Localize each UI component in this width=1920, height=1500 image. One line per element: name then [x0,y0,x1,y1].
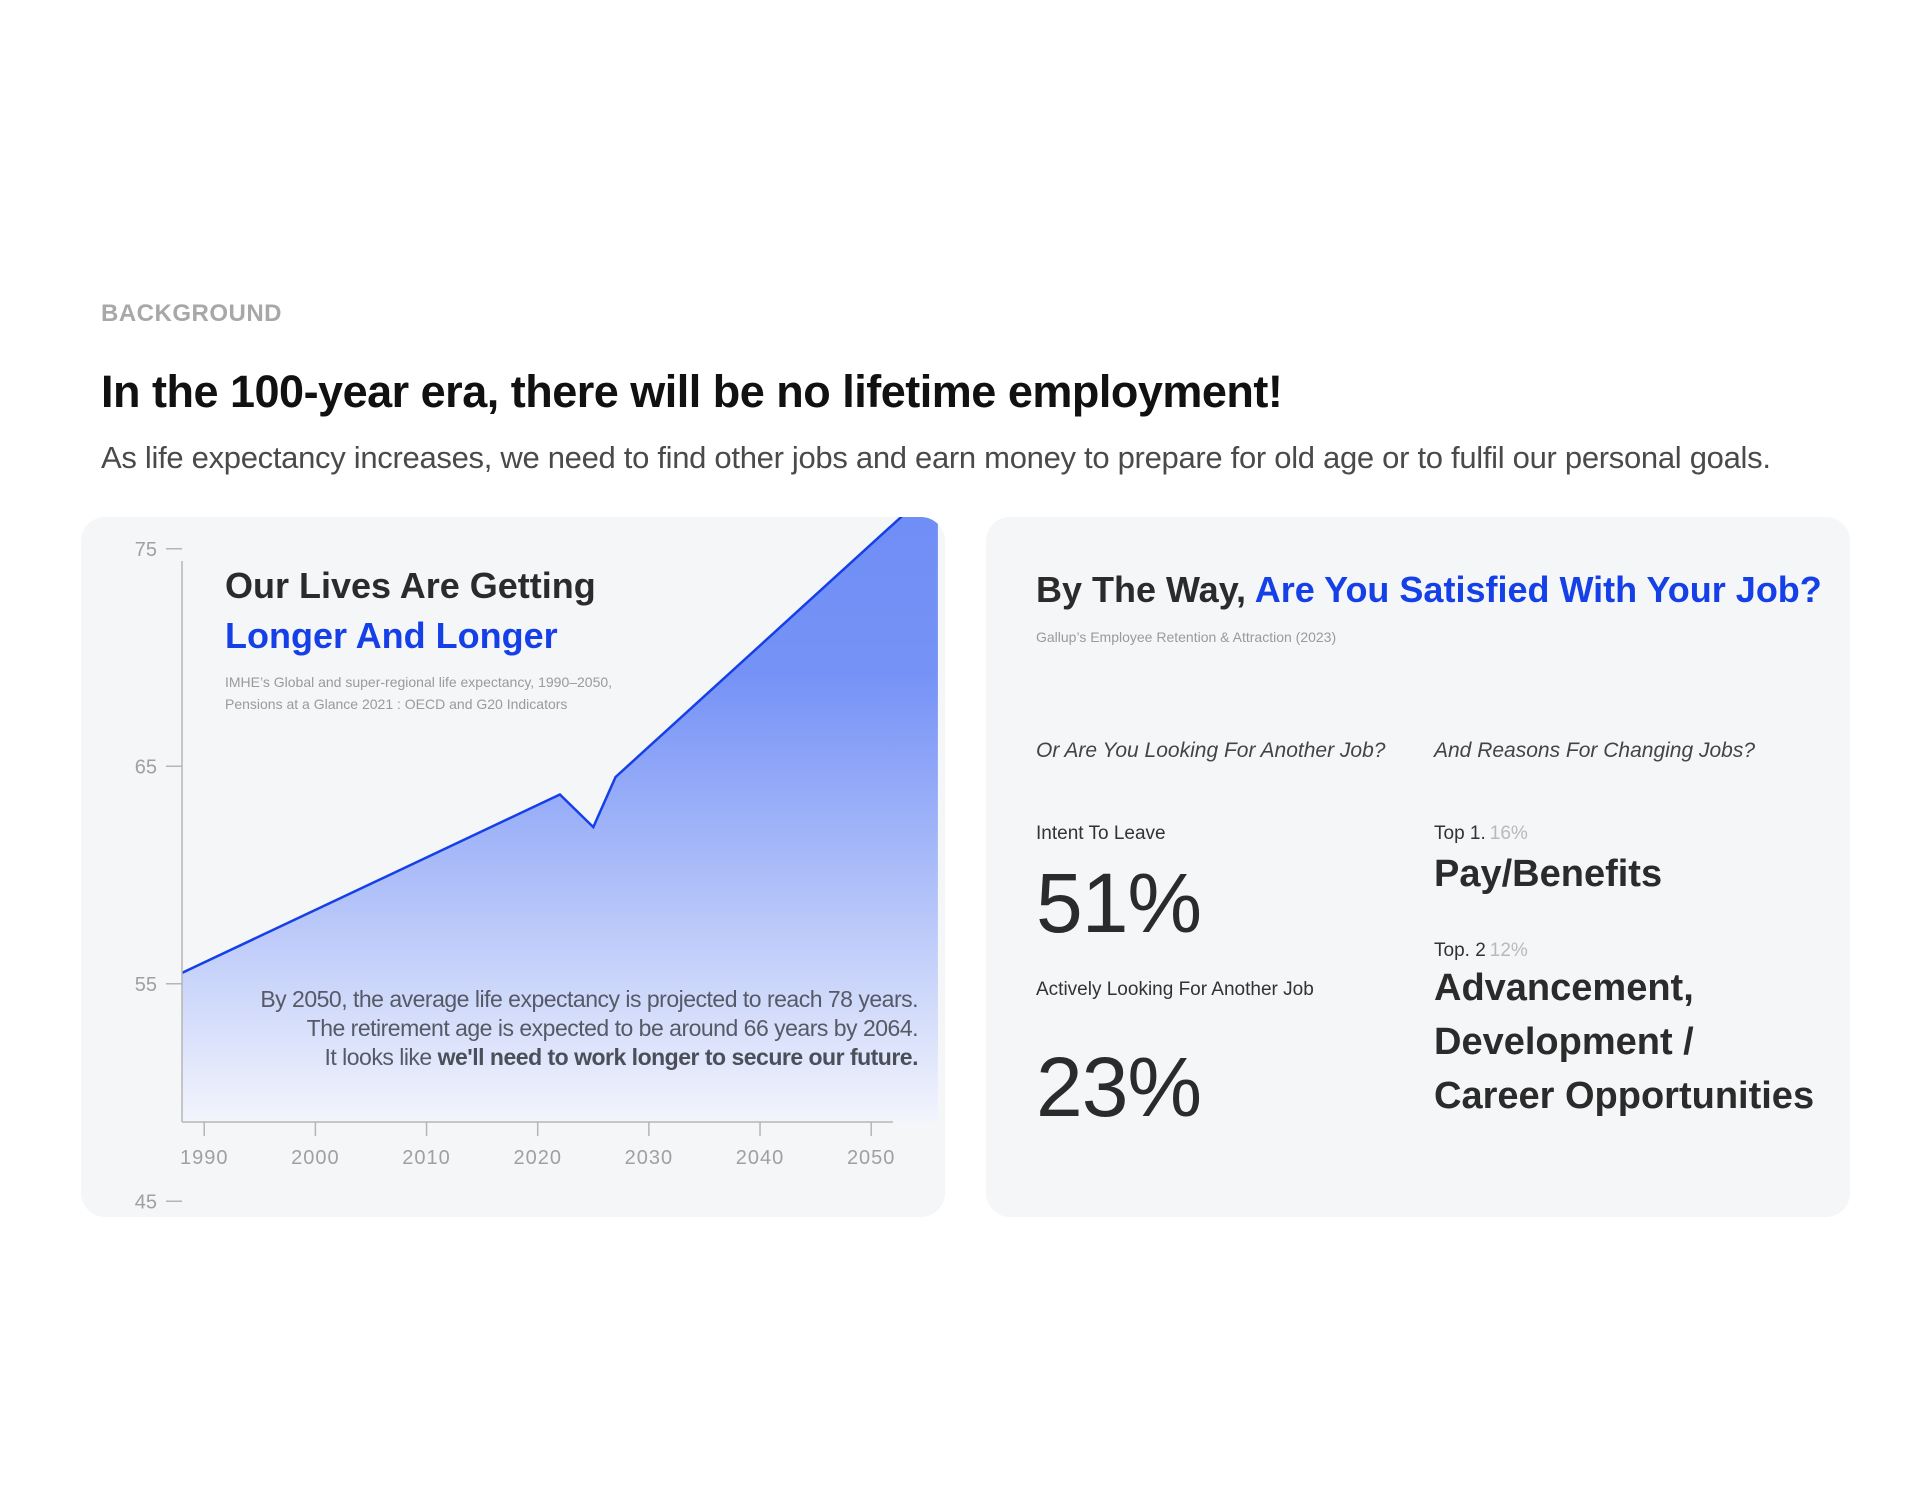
y-tick-label-55: 55 [135,974,157,996]
survey-title: By The Way, Are You Satisfied With Your … [1036,569,1822,611]
reason-2: Advancement, Development / Career Opport… [1434,961,1814,1123]
chart-annotation: By 2050, the average life expectancy is … [260,985,918,1072]
right-column-heading: And Reasons For Changing Jobs? [1434,739,1756,762]
chart-annotation-line-1: By 2050, the average life expectancy is … [260,986,918,1012]
life-expectancy-area [182,517,938,1122]
section-label: BACKGROUND [101,300,282,327]
reason-rank-1-label: Top 1. [1434,823,1486,844]
chart-source-line-1: IMHE’s Global and super-regional life ex… [225,674,613,690]
y-tick-label-75: 75 [135,539,157,561]
job-satisfaction-card: By The Way, Are You Satisfied With Your … [986,517,1850,1217]
reason-rank-2: Top. 2 12% [1434,940,1528,962]
survey-title-highlight: Are You Satisfied With Your Job? [1254,569,1822,610]
stat-label-intent-to-leave: Intent To Leave [1036,823,1166,844]
life-expectancy-card: 45 55 65 75 1990 2000 2010 2020 2030 2040 2050 Our… [81,517,945,1217]
reason-rank-1-percent: 16% [1489,823,1528,844]
survey-title-prefix: By The Way, [1036,569,1255,610]
x-tick-label-2030: 2030 [625,1147,674,1169]
stat-label-actively-looking: Actively Looking For Another Job [1036,979,1314,1000]
reason-2-line-2: Development / [1434,1021,1694,1063]
chart-source: IMHE’s Global and super-regional life ex… [225,671,612,715]
chart-source-line-2: Pensions at a Glance 2021 : OECD and G20… [225,696,568,712]
reason-1: Pay/Benefits [1434,853,1663,895]
x-tick-label-2000: 2000 [291,1147,340,1169]
chart-annotation-line-3: It looks like we'll need to work longer … [260,1043,918,1072]
stat-value-intent-to-leave: 51% [1036,856,1202,950]
x-tick-label-2010: 2010 [402,1147,451,1169]
reason-2-line-1: Advancement, [1434,967,1694,1009]
reason-rank-2-percent: 12% [1489,940,1528,961]
x-tick-label-2040: 2040 [736,1147,785,1169]
x-tick-label-2020: 2020 [513,1147,562,1169]
chart-annotation-line-2: The retirement age is expected to be aro… [306,1015,919,1041]
life-expectancy-chart: 45 55 65 75 1990 2000 2010 2020 2030 2040 2050 [135,517,938,1213]
survey-source: Gallup’s Employee Retention & Attraction… [1036,629,1337,645]
page-subline: As life expectancy increases, we need to… [101,440,1771,475]
stat-value-actively-looking: 23% [1036,1040,1202,1134]
chart-annotation-line-3-text: It looks like [324,1044,438,1070]
x-tick-label-2050: 2050 [847,1147,896,1169]
left-column-heading: Or Are You Looking For Another Job? [1036,739,1386,762]
x-tick-label-1990: 1990 [180,1147,229,1169]
reason-rank-2-label: Top. 2 [1434,940,1486,961]
reason-2-line-3: Career Opportunities [1434,1075,1815,1117]
y-tick-label-65: 65 [135,756,157,778]
chart-annotation-emphasis: we'll need to work longer to secure our … [437,1044,919,1070]
page-headline: In the 100-year era, there will be no li… [101,366,1283,417]
chart-title-line-1: Our Lives Are Getting [225,565,596,606]
reason-rank-1: Top 1. 16% [1434,823,1528,845]
y-tick-label-45: 45 [135,1191,157,1213]
chart-title-line-2: Longer And Longer [225,615,558,656]
